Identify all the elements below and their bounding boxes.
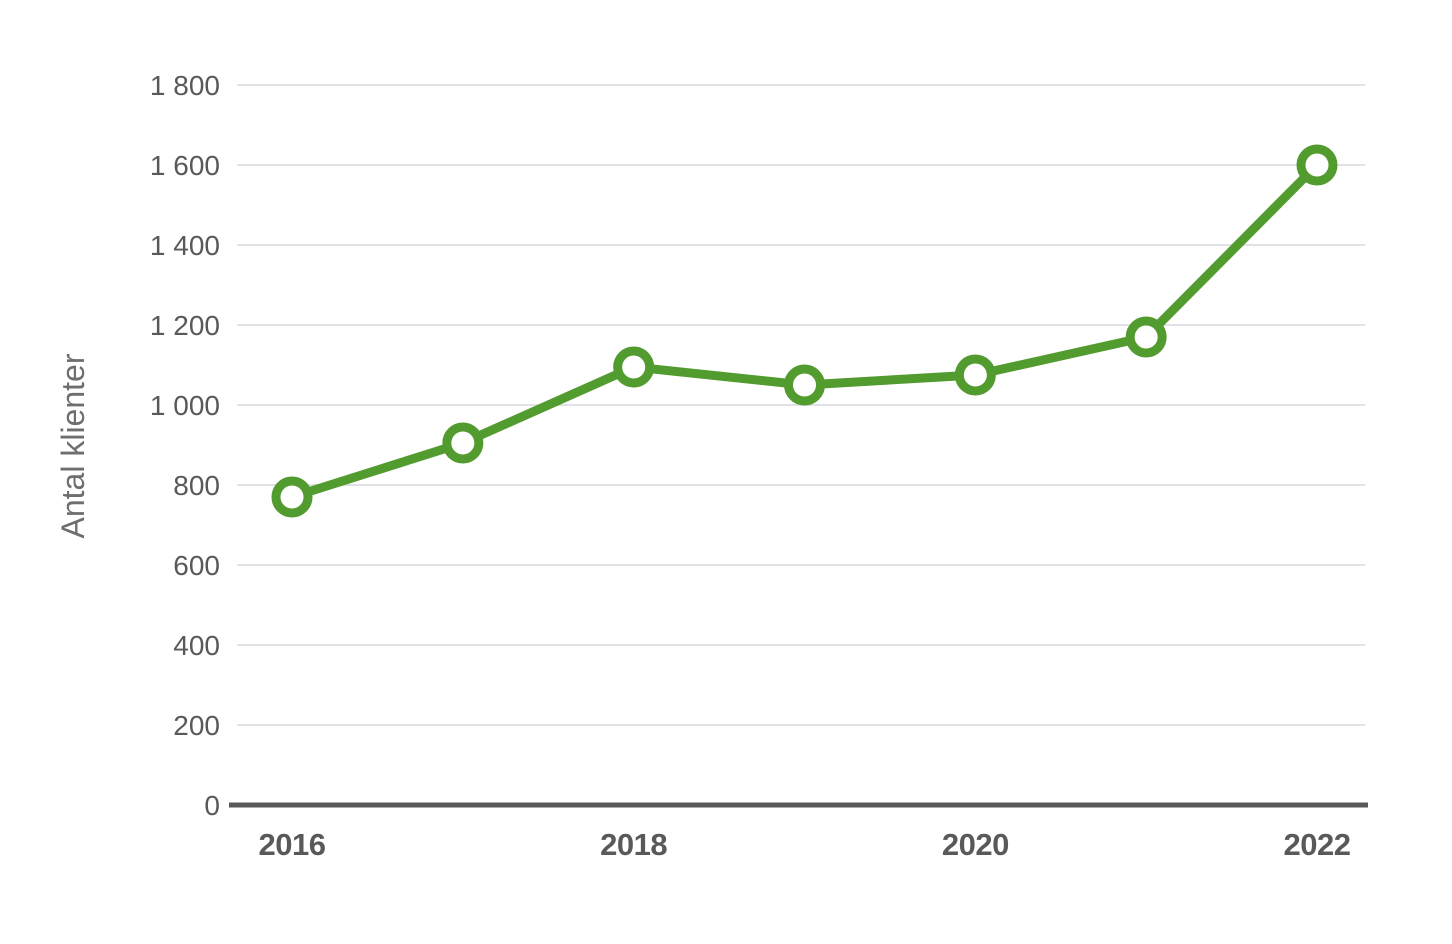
data-point-marker <box>442 422 484 464</box>
data-point-marker <box>1125 316 1167 358</box>
y-axis-tick-labels: 0 200 400 600 800 1 000 1 200 1 400 1 600 1 800 <box>150 70 220 821</box>
x-tick-label: 2020 <box>942 827 1009 862</box>
x-axis-tick-labels: 2016 2018 2020 2022 <box>259 827 1351 862</box>
y-axis-title: Antal klienter <box>55 353 91 538</box>
data-point-marker <box>613 346 655 388</box>
x-tick-label: 2022 <box>1284 827 1351 862</box>
y-tick-label: 200 <box>173 710 220 741</box>
y-tick-label: 1 800 <box>150 70 220 101</box>
x-tick-label: 2016 <box>259 827 326 862</box>
data-point-marker <box>1296 144 1338 186</box>
y-tick-label: 0 <box>204 790 220 821</box>
data-point-marker <box>954 354 996 396</box>
y-tick-label: 1 400 <box>150 230 220 261</box>
y-tick-label: 800 <box>173 470 220 501</box>
y-tick-label: 1 000 <box>150 390 220 421</box>
y-tick-label: 600 <box>173 550 220 581</box>
y-tick-label: 400 <box>173 630 220 661</box>
y-tick-label: 1 600 <box>150 150 220 181</box>
data-point-markers <box>271 144 1338 518</box>
data-point-marker <box>271 476 313 518</box>
y-tick-label: 1 200 <box>150 310 220 341</box>
x-tick-label: 2018 <box>600 827 667 862</box>
data-point-marker <box>784 364 825 406</box>
